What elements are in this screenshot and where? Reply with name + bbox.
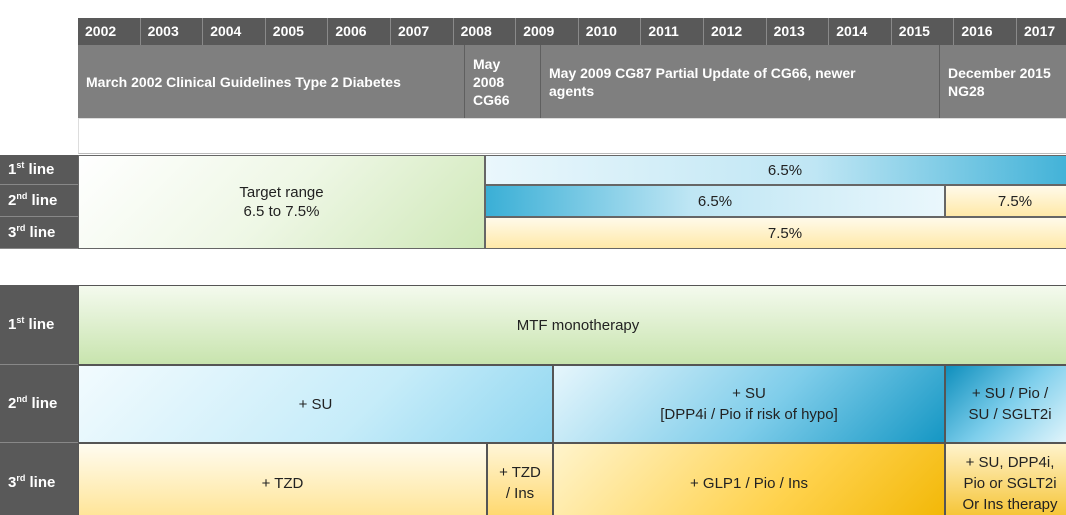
text-line: 7.5% [997,192,1033,210]
text-line: May [473,55,501,72]
year-header: 2012 [704,18,767,45]
text-line: + TZD [261,474,304,492]
guideline: March 2002 Clinical Guidelines Type 2 Di… [78,45,465,118]
row-label: 1st line [0,285,78,365]
text-line: + SU [732,385,766,402]
therapy-cell: + SU [78,365,553,443]
row-label-text: 3rd line [8,223,55,242]
year-header: 2010 [578,18,642,45]
therapy-cell: + TZD [78,443,487,515]
year-header: 2017 [1017,18,1066,45]
row-label: 1st line [0,155,78,185]
therapy-cell: + TZD / Ins [487,443,553,515]
year-header: 2011 [641,18,704,45]
therapy-cell: + GLP1 / Pio / Ins [553,443,945,515]
year-header: 2013 [766,18,830,45]
year-header: 2016 [954,18,1017,45]
ordinal-suffix: nd [16,394,28,404]
label-word: line [29,474,56,491]
text-line: May 2009 CG87 Partial Update of CG66, ne… [549,64,856,81]
ordinal-suffix: nd [16,191,28,201]
guideline: May 2008 CG66 [465,45,541,118]
year-header: 2003 [140,18,204,45]
text-line: Target range [239,184,324,201]
text-line: 6.5 to 7.5% [243,203,320,220]
row-label: 3rd line [0,217,78,249]
ordinal: 1 [8,161,17,178]
text-line: Pio or SGLT2i [963,474,1057,492]
ordinal-suffix: st [16,160,25,170]
label-word: line [31,395,58,412]
ordinal: 3 [8,224,17,241]
text-line: NG28 [948,82,985,99]
text-line: CG66 [473,91,510,108]
row-label-text: 2nd line [8,191,57,210]
year-header: 2006 [328,18,391,45]
text-line: + TZD [499,464,541,481]
text-line: Or Ins therapy [962,495,1058,513]
row-label: 3rd line [0,443,78,515]
guideline: December 2015 NG28 [940,45,1066,118]
therapy-cell: + SU, DPP4i, Pio or SGLT2i Or Ins therapy [945,443,1066,515]
text-line: MTF monotherapy [516,316,640,334]
year-header: 2002 [78,18,141,45]
text-line: 6.5% [697,192,733,210]
row-label: 2nd line [0,185,78,217]
text-line: + SU, DPP4i, [965,453,1055,471]
therapy-cell: + SU / Pio / SU / SGLT2i [945,365,1066,443]
text-line: / Ins [505,485,535,502]
ordinal-suffix: st [16,315,25,325]
text-line: + SU / Pio / [971,385,1049,402]
therapy-cell: + SU [DPP4i / Pio if risk of hypo] [553,365,945,443]
ordinal: 2 [8,192,17,209]
label-word: line [31,192,58,209]
text-line: + GLP1 / Pio / Ins [690,474,808,492]
spacer-row [78,118,1066,154]
text-line: [DPP4i / Pio if risk of hypo] [660,406,838,423]
year-header: 2014 [829,18,892,45]
year-header: 2008 [453,18,517,45]
text-line: + SU [298,395,333,413]
text-line: 2008 [473,73,505,90]
row-label-text: 3rd line [8,473,55,492]
year-header: 2015 [891,18,955,45]
text-line: December 2015 [948,64,1051,81]
ordinal: 3 [8,474,17,491]
label-word: line [28,161,55,178]
target-cell: 6.5% [485,155,1066,185]
text-line: 7.5% [767,224,803,242]
text-line: agents [549,82,595,99]
text-line: 6.5% [767,161,803,179]
target-cell: 7.5% [945,185,1066,217]
target-cell: Target range 6.5 to 7.5% [78,155,485,249]
text-line: SU / SGLT2i [968,406,1052,423]
ordinal: 2 [8,395,17,412]
target-cell: 7.5% [485,217,1066,249]
ordinal: 1 [8,316,17,333]
row-label-text: 1st line [8,160,54,179]
ordinal-suffix: rd [16,223,26,233]
label-word: line [28,316,55,333]
text-line: March 2002 Clinical Guidelines Type 2 Di… [86,73,401,90]
guideline: May 2009 CG87 Partial Update of CG66, ne… [541,45,940,118]
year-header: 2004 [203,18,266,45]
ordinal-suffix: rd [16,473,26,483]
target-cell: 6.5% [485,185,945,217]
row-label: 2nd line [0,365,78,443]
row-label-text: 2nd line [8,394,57,413]
year-header: 2009 [516,18,579,45]
therapy-cell: MTF monotherapy [78,285,1066,365]
label-word: line [29,224,56,241]
year-header: 2005 [265,18,329,45]
year-header: 2007 [391,18,454,45]
row-label-text: 1st line [8,315,54,334]
